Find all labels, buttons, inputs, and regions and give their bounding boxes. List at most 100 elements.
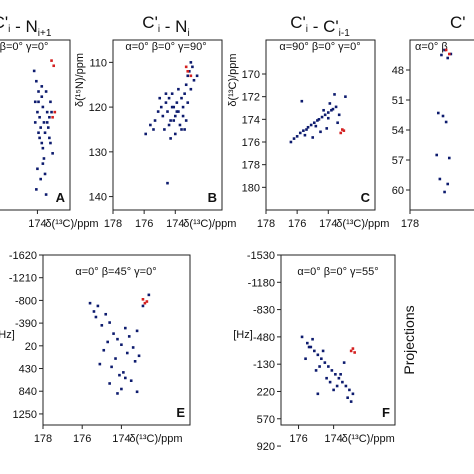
data-point [48,115,51,119]
data-point [45,121,49,124]
data-point [166,181,169,185]
data-point [35,79,38,83]
x-tick-label: 174 [166,218,184,230]
y-tick-label: 140 [89,192,107,204]
y-tick-label: 570 [257,414,275,426]
data-point [152,128,155,131]
y-axis-label: δ(¹³C)/ppm [227,53,239,106]
data-point [337,113,341,117]
data-point [311,136,315,139]
panel-letter: A [56,190,66,205]
data-points [88,293,151,395]
data-point [44,90,48,93]
x-tick-label: 174 [324,433,342,445]
data-point [172,105,176,109]
data-point [316,392,320,396]
y-tick-label: 130 [89,147,107,159]
data-point [120,343,123,347]
data-point [323,361,327,364]
data-point [147,293,151,297]
data-point [309,123,313,127]
data-point [96,304,100,308]
y-tick-label: 110 [89,57,107,69]
data-point [320,357,323,361]
x-axis-label: δ(¹³C)/ppm [129,433,182,445]
data-point [189,61,193,64]
y-tick-label: 48 [392,65,404,77]
data-point [436,111,440,115]
data-point [177,87,180,91]
data-point [339,373,342,376]
data-point [45,110,49,114]
data-point [116,392,119,395]
data-point [306,341,309,345]
data-point [133,360,137,363]
data-points [300,335,356,403]
x-tick-label: 178 [257,218,275,230]
x-tick-label: 176 [135,218,153,230]
data-point [163,128,166,131]
data-point [36,167,39,171]
data-point [189,87,193,91]
data-point [344,384,348,388]
y-tick-label: -1180 [248,277,275,289]
data-point [122,371,125,374]
data-point [120,387,123,391]
data-point [443,190,446,194]
x-axis-label: δ(¹³C)/ppm [336,218,389,230]
x-axis-label: δ(¹³C)/ppm [342,433,395,445]
data-point [191,65,194,69]
x-tick-label: 174 [28,218,46,230]
data-point [441,114,445,118]
data-point [33,100,37,104]
angles-label: α=90° β=0° γ=0° [279,41,360,53]
data-point [51,115,54,119]
data-point [164,101,168,104]
data-point [175,110,179,113]
data-point [326,116,330,120]
data-point [446,56,450,60]
data-point [124,326,127,330]
data-point [32,69,36,73]
data-point [349,400,353,403]
data-point [346,396,349,400]
data-point [173,114,177,118]
data-point [337,376,341,380]
data-point [145,300,149,303]
plot-frame [280,254,396,426]
data-point [48,136,51,140]
data-point [37,100,40,104]
data-point [316,119,319,122]
panel-letter: F [382,405,390,420]
data-point [42,121,46,124]
data-point [351,392,355,396]
data-point [135,329,139,333]
data-point [314,124,318,128]
data-point [300,335,304,339]
y-tick-label: 174 [242,114,260,126]
data-point [177,110,180,113]
data-point [169,137,172,140]
data-point [173,132,177,136]
data-point [298,131,302,135]
plot-frame [0,39,71,211]
y-axis-label: δ(¹⁵N)/ppm [74,53,86,107]
data-point [332,388,335,392]
data-point [341,128,344,131]
y-tick-label: 54 [392,125,404,137]
data-point [443,48,446,52]
data-point [127,335,131,338]
data-point [348,388,351,392]
data-point [37,131,40,135]
y-tick-label: -1530 [247,250,275,262]
panel-e: α=0° β=45° γ=0° 178 176 174 -1620 -1210 -800 -3… [0,250,191,445]
data-point [40,141,44,145]
data-point [50,110,53,114]
data-point [336,121,339,125]
data-point [330,108,333,112]
y-tick-label: 180 [242,182,260,194]
panel-b: C'i - Ni α=0° β=0° γ=90° 178 176 174 110 120 13… [74,13,236,230]
data-point [184,83,188,87]
data-point [323,113,327,117]
